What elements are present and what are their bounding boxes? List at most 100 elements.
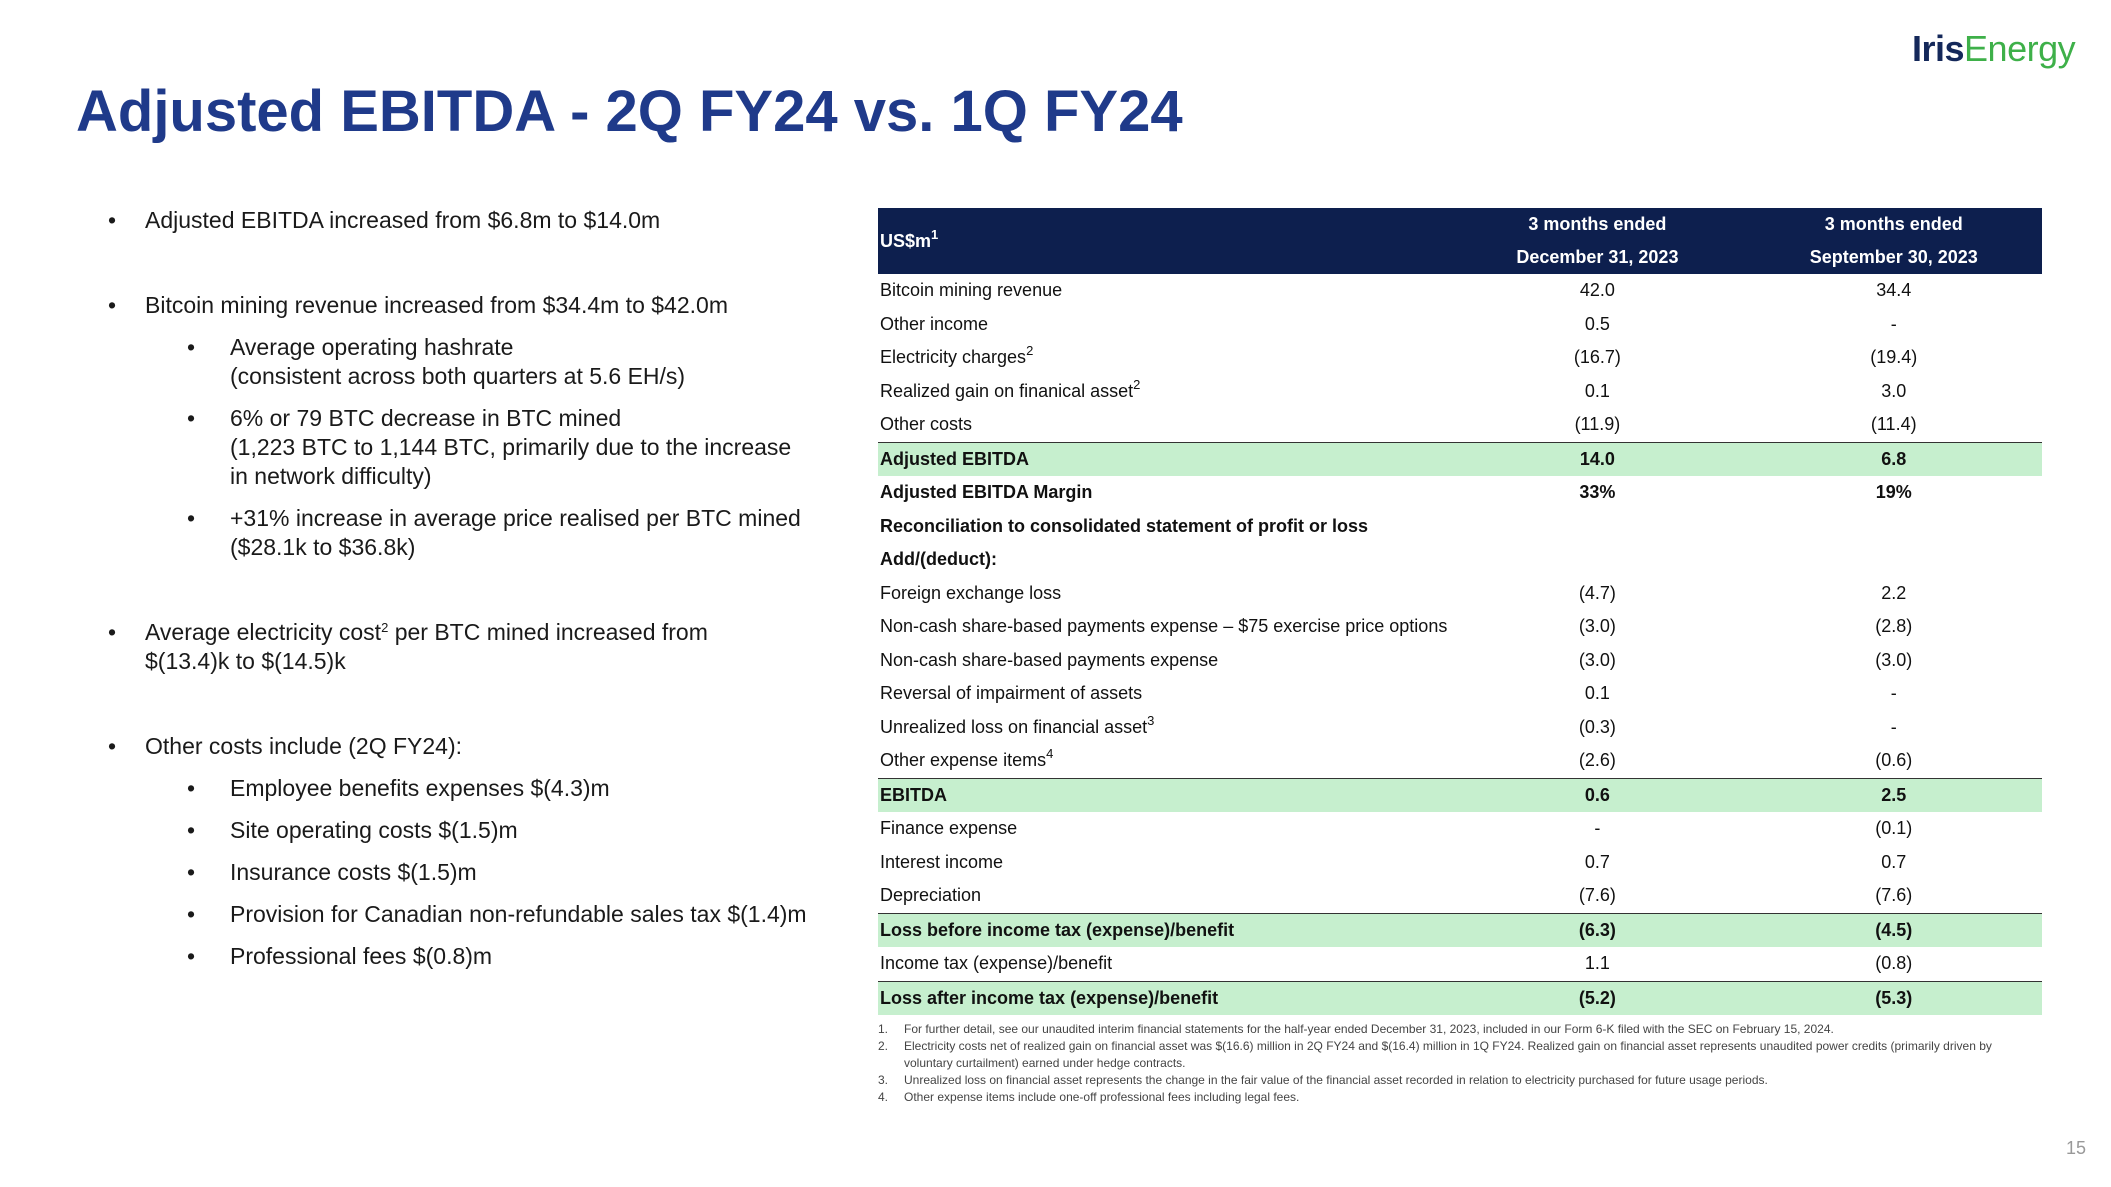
bullet-text: Other costs include (2Q FY24): [145, 733, 463, 759]
row-value-q1: (11.4) [1870, 414, 1917, 435]
table-row: Realized gain on finanical asset2 0.1 3.0 [878, 375, 2042, 409]
footnote-ref: 2 [1133, 376, 1141, 392]
row-value-q2: 0.1 [1584, 380, 1610, 401]
row-value-q2: (3.0) [1578, 616, 1616, 637]
row-label: Unrealized loss on financial asset3 [878, 711, 1449, 745]
footnote-text: Unrealized loss on financial asset repre… [904, 1073, 1768, 1087]
header-col2-line1: 3 months ended [1745, 208, 2042, 241]
sub-bullet-text: Professional fees $(0.8)m [230, 943, 493, 969]
footnote-ref: 2 [381, 620, 389, 635]
row-label-text: Loss after income tax (expense)/benefit [880, 987, 1219, 1008]
sub-bullet-employee-benefits: Employee benefits expenses $(4.3)m [187, 774, 808, 803]
sub-bullet-line: Average operating hashrate [230, 334, 514, 360]
row-label-text: Adjusted EBITDA Margin [880, 482, 1093, 503]
bullet-text: per BTC mined increased from [388, 619, 708, 645]
row-label-text: Loss before income tax (expense)/benefit [880, 919, 1235, 940]
row-value-q2: 0.7 [1584, 851, 1610, 872]
bullet-mining-revenue: Bitcoin mining revenue increased from $3… [108, 291, 808, 562]
sub-bullet-line: +31% increase in average price realised … [230, 505, 801, 531]
sub-bullet-insurance: Insurance costs $(1.5)m [187, 858, 808, 887]
iris-energy-logo: IrisEnergy [1912, 28, 2076, 70]
row-label-text: Realized gain on finanical asset [880, 380, 1134, 401]
row-value-q1: (0.6) [1875, 750, 1913, 771]
sub-bullet-line: (1,223 BTC to 1,144 BTC, primarily due t… [230, 434, 792, 460]
row-label: Non-cash share-based payments expense – … [878, 610, 1449, 644]
row-label-text: Non-cash share-based payments expense – … [880, 616, 1448, 637]
table-row: Reversal of impairment of assets 0.1 - [878, 677, 2042, 711]
row-value-q2: 0.5 [1584, 313, 1610, 334]
footnote-number: 3. [878, 1073, 889, 1087]
header-col1-line2: December 31, 2023 [1449, 241, 1746, 274]
bullet-other-costs: Other costs include (2Q FY24): Employee … [108, 732, 808, 971]
bullet-text: Average electricity cost [145, 619, 382, 645]
row-value-q1: - [1890, 683, 1897, 704]
row-value-q1: 19% [1875, 482, 1912, 503]
footnote: 4. Other expense items include one-off pr… [878, 1089, 2038, 1106]
table-row-loss-after-tax: Loss after income tax (expense)/benefit (… [878, 980, 2042, 1015]
row-label: Other expense items4 [878, 744, 1449, 778]
row-label: Adjusted EBITDA [878, 441, 1450, 476]
row-label: Reversal of impairment of assets [878, 677, 1449, 711]
row-value-q1: (5.3) [1745, 980, 2042, 1015]
row-label: Electricity charges2 [878, 341, 1449, 375]
row-label-text: Reversal of impairment of assets [880, 683, 1143, 704]
page-number: 15 [2066, 1138, 2087, 1158]
row-value-q1: (7.6) [1875, 885, 1913, 906]
row-label: Non-cash share-based payments expense [878, 644, 1449, 678]
row-value-q1: 2.5 [1745, 777, 2042, 812]
row-value-q2: (4.7) [1578, 582, 1616, 603]
row-value-q2: 14.0 [1449, 441, 1746, 476]
sub-bullet-text: Employee benefits expenses $(4.3)m [230, 775, 610, 801]
row-value-q2: (6.3) [1449, 912, 1746, 947]
sub-bullet-text: Insurance costs $(1.5)m [230, 859, 477, 885]
row-label-text: Electricity charges [880, 347, 1027, 368]
row-value-q1: (0.8) [1875, 953, 1913, 974]
row-label: Realized gain on finanical asset2 [878, 375, 1449, 409]
row-label: Adjusted EBITDA Margin [878, 476, 1449, 510]
row-value-q1: (2.8) [1875, 616, 1913, 637]
row-value-q2: (5.2) [1449, 980, 1746, 1015]
table-row: Unrealized loss on financial asset3 (0.3)… [878, 711, 2042, 745]
row-value-q2: 1.1 [1584, 953, 1610, 974]
row-value-q1: 2.2 [1881, 582, 1907, 603]
sub-bullet-text: Site operating costs $(1.5)m [230, 817, 518, 843]
row-label: Income tax (expense)/benefit [878, 947, 1449, 981]
table-row-ebitda: EBITDA 0.6 2.5 [878, 777, 2042, 812]
sub-bullet-line: 6% or 79 BTC decrease in BTC mined [230, 405, 622, 431]
table-row: Other income 0.5 - [878, 308, 2042, 342]
table-row: Electricity charges2 (16.7) (19.4) [878, 341, 2042, 375]
table-row-adjusted-ebitda: Adjusted EBITDA 14.0 6.8 [878, 441, 2042, 476]
row-label: Finance expense [878, 812, 1449, 846]
page-title: Adjusted EBITDA - 2Q FY24 vs. 1Q FY24 [76, 79, 1183, 144]
footnote-ref: 1 [931, 226, 939, 242]
footnote: 2. Electricity costs net of realized gain… [878, 1038, 2038, 1072]
row-value-q2: 42.0 [1579, 280, 1615, 301]
header-col2-line2: September 30, 2023 [1745, 241, 2042, 274]
table-row: Depreciation (7.6) (7.6) [878, 879, 2042, 913]
row-value-q1 [1745, 510, 2042, 544]
row-label: Other costs [878, 408, 1449, 442]
table-row-reconciliation-heading: Reconciliation to consolidated statement… [878, 510, 2042, 544]
row-value-q1: - [1890, 716, 1897, 737]
table-row: Finance expense - (0.1) [878, 812, 2042, 846]
footnote-number: 1. [878, 1022, 889, 1036]
row-label: Depreciation [878, 879, 1449, 913]
sub-bullet-site-operating: Site operating costs $(1.5)m [187, 816, 808, 845]
row-label-text: Other costs [880, 414, 973, 435]
footnote-text: Electricity costs net of realized gain o… [904, 1039, 1992, 1070]
ebitda-table: US$m1 3 months ended 3 months ended Dece… [878, 208, 2042, 1015]
footnotes: 1. For further detail, see our unaudited … [878, 1021, 2038, 1106]
row-value-q1 [1745, 543, 2042, 577]
bullet-adjusted-ebitda: Adjusted EBITDA increased from $6.8m to … [108, 206, 808, 235]
sub-bullet-sales-tax: Provision for Canadian non-refundable sa… [187, 900, 808, 929]
sub-bullet-line: in network difficulty) [230, 463, 432, 489]
row-label: EBITDA [878, 777, 1450, 812]
table-row-loss-before-tax: Loss before income tax (expense)/benefit… [878, 912, 2042, 947]
table-row: Bitcoin mining revenue 42.0 34.4 [878, 274, 2042, 308]
footnote-ref: 3 [1147, 712, 1155, 728]
row-value-q2: 33% [1579, 482, 1616, 503]
row-value-q1: - [1890, 313, 1897, 334]
row-value-q1: 6.8 [1745, 441, 2042, 476]
row-label: Interest income [878, 846, 1449, 880]
row-value-q1: 0.7 [1881, 851, 1907, 872]
